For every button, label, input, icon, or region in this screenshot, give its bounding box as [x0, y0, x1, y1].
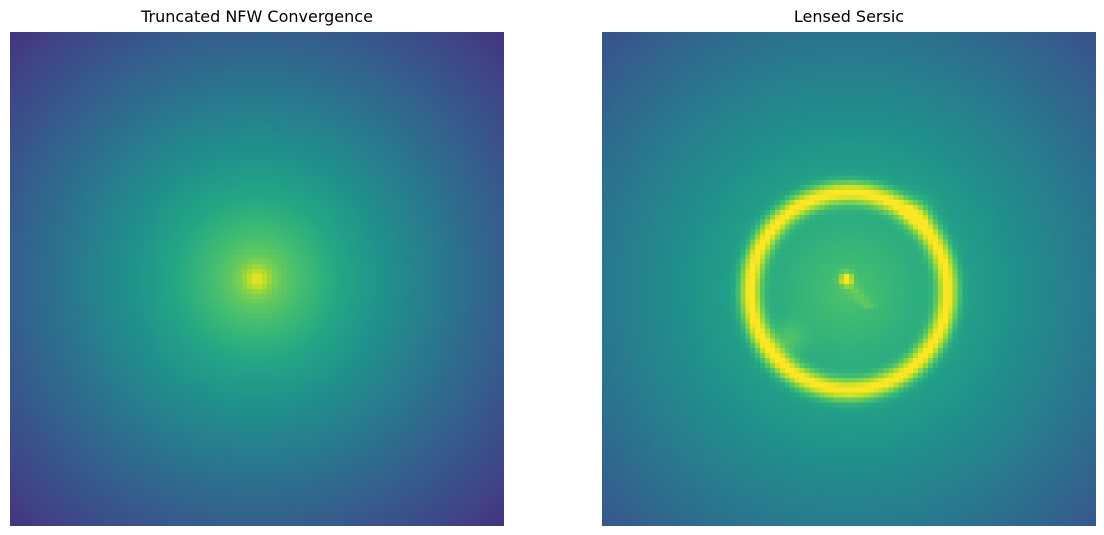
nfw-convergence-title: Truncated NFW Convergence [141, 7, 373, 26]
nfw-convergence-heatmap [10, 32, 504, 526]
lensed-sersic-heatmap [602, 32, 1096, 526]
lensed-sersic-title: Lensed Sersic [793, 7, 905, 26]
